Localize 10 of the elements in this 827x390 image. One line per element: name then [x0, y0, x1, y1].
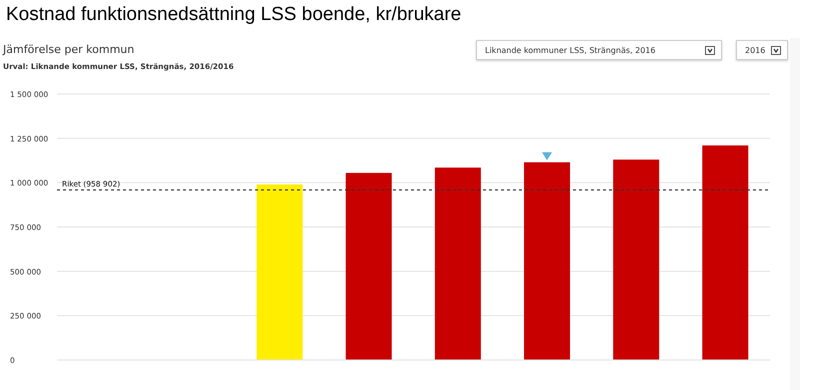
bar [613, 160, 660, 360]
chart-subtitle: Jämförelse per kommun [3, 43, 134, 56]
bar [524, 162, 570, 360]
chart-title: Kostnad funktionsnedsättning LSS boende, kr/brukare [6, 4, 462, 26]
bar [434, 168, 481, 360]
bar [256, 184, 303, 360]
bar [702, 145, 748, 360]
bar [346, 172, 392, 360]
select-field: 2016 [736, 40, 788, 60]
select-field: Liknande kommuner LSS, Strängnäs, 2016 [476, 40, 722, 60]
